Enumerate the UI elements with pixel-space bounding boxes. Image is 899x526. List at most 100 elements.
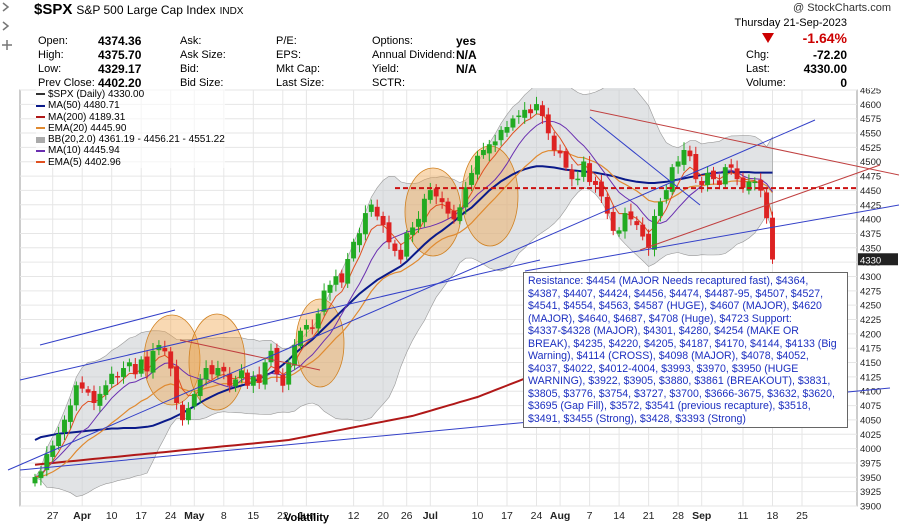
x-tick-label: 10 — [472, 510, 484, 522]
high-value: 4375.70 — [98, 48, 142, 62]
candle-body — [758, 179, 764, 191]
y-tick-label: 4475 — [860, 172, 881, 183]
y-tick-label: 4350 — [860, 243, 881, 254]
x-tick-label: 17 — [135, 510, 147, 522]
candle-body — [622, 213, 628, 232]
candle-body — [392, 243, 398, 251]
candle-body — [492, 141, 498, 146]
candle-body — [303, 325, 309, 330]
toolbar-icons[interactable] — [0, 0, 14, 60]
candle-body — [652, 215, 657, 250]
prevclose-value: 4402.20 — [98, 76, 142, 90]
mktcap-label: Mkt Cap: — [276, 63, 321, 75]
legend-bb-text: BB(20,2.0) 4361.19 - 4456.21 - 4551.22 — [48, 134, 225, 146]
trendline-main-up — [7, 119, 816, 471]
candle-body — [132, 364, 138, 375]
candle-body — [239, 370, 244, 379]
y-tick-label: 4175 — [860, 344, 881, 355]
candle-body — [486, 144, 492, 154]
x-tick-label: 17 — [501, 510, 513, 522]
legend-ema5-text: EMA(5) 4402.96 — [48, 156, 121, 168]
candle-body — [610, 211, 616, 231]
left-toolbar[interactable] — [0, 0, 14, 60]
y-tick-label: 4600 — [860, 100, 881, 111]
legend-swatch — [36, 127, 45, 130]
trendline-mid — [19, 259, 541, 381]
candle-body — [398, 249, 404, 260]
y-tick-label: 4300 — [860, 272, 881, 283]
candle-body — [203, 368, 209, 380]
candle-body — [286, 362, 292, 385]
volatility-label: Volatility — [284, 512, 330, 524]
candle-body — [593, 180, 598, 185]
legend-swatch — [36, 104, 45, 107]
chg-value: -72.20 — [812, 48, 847, 62]
candle-body — [91, 390, 97, 403]
x-tick-label: 20 — [377, 510, 389, 522]
candle-body — [298, 330, 303, 347]
index-name: S&P 500 Large Cap Index — [76, 3, 216, 17]
y-tick-label: 4575 — [860, 114, 881, 125]
candle-body — [404, 233, 410, 257]
candle-body — [669, 167, 675, 192]
legend-ema5: EMA(5) 4402.96 — [36, 157, 225, 168]
down-arrow-icon — [762, 33, 774, 43]
candle-body — [421, 198, 427, 223]
dividend-value: N/A — [456, 48, 477, 62]
candle-body — [315, 313, 321, 329]
candle-body — [445, 201, 451, 214]
lastsize-label: Last Size: — [276, 77, 325, 89]
x-tick-label: 8 — [221, 510, 227, 522]
x-tick-label: 22 — [277, 510, 289, 522]
candle-body — [522, 109, 528, 118]
candle-body — [138, 359, 144, 374]
candle-body — [587, 163, 593, 183]
candle-body — [339, 273, 345, 283]
candle-body — [150, 350, 156, 373]
y-tick-label: 4450 — [860, 186, 881, 197]
chart-title: $SPX S&P 500 Large Cap Index INDX — [34, 1, 243, 18]
candle-body — [121, 368, 126, 378]
candle-body — [657, 201, 663, 216]
candle-body — [85, 389, 91, 393]
candle-body — [327, 284, 333, 293]
high-label: High: — [38, 49, 64, 61]
candle-body — [504, 127, 510, 133]
yield-label: Yield: — [372, 63, 400, 75]
change-percent: -1.64% — [802, 30, 847, 46]
x-tick-label: 25 — [796, 510, 808, 522]
prevclose-label: Prev Close: — [38, 77, 95, 89]
volume-value: 0 — [840, 76, 847, 90]
y-tick-label: 3950 — [860, 473, 881, 484]
x-tick-label: 14 — [613, 510, 625, 522]
candle-body — [722, 167, 728, 185]
legend-ma10-text: MA(10) 4445.94 — [48, 145, 120, 157]
candle-body — [740, 177, 746, 188]
y-tick-label: 3925 — [860, 487, 881, 498]
candle-body — [67, 405, 73, 422]
highlight-circle — [188, 313, 246, 411]
x-tick-label: 27 — [47, 510, 59, 522]
y-tick-label: 4000 — [860, 444, 881, 455]
candle-body — [374, 206, 380, 217]
y-tick-label: 4550 — [860, 129, 881, 140]
candle-body — [551, 135, 557, 151]
x-tick-label: Jul — [423, 510, 438, 522]
highlight-circle — [295, 298, 345, 388]
x-tick-label: 21 — [643, 510, 655, 522]
legend-ema20-text: EMA(20) 4445.90 — [48, 122, 127, 134]
y-tick-label: 3975 — [860, 458, 881, 469]
y-tick-label: 4050 — [860, 415, 881, 426]
candle-body — [345, 259, 351, 284]
candle-body — [62, 419, 67, 433]
candle-body — [528, 109, 534, 114]
candle-body — [516, 115, 522, 118]
candle-body — [716, 180, 722, 185]
ma50-line — [34, 165, 773, 441]
y-tick-label: 4025 — [860, 430, 881, 441]
chart-legend: $SPX (Daily) 4330.00 MA(50) 4480.71 MA(2… — [36, 89, 225, 169]
candle-body — [79, 382, 85, 389]
candle-body — [545, 114, 551, 134]
candle-body — [681, 149, 687, 165]
candle-body — [351, 241, 357, 259]
